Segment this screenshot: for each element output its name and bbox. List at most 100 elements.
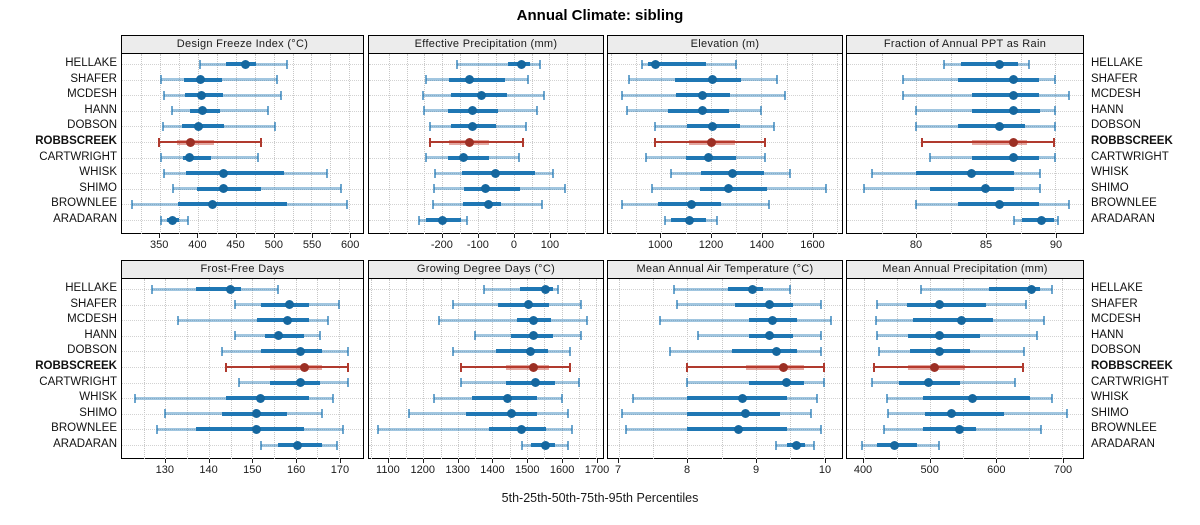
- band-25-75: [913, 318, 993, 323]
- whisker-cap: [823, 362, 826, 372]
- x-axis: 7 8 9 10: [607, 459, 843, 483]
- median-dot: [771, 346, 781, 356]
- tick-mark: [687, 459, 689, 463]
- gridline: [996, 279, 998, 459]
- band-25-75: [699, 186, 767, 191]
- row-guide: [608, 351, 842, 353]
- whisker-cap: [651, 184, 654, 194]
- gridline: [786, 54, 788, 234]
- panel-header: Mean Annual Precipitation (mm): [847, 261, 1083, 279]
- tick-mark: [441, 234, 443, 238]
- gridline: [596, 279, 598, 459]
- tick-label: 1000: [648, 239, 673, 251]
- site-label-hann: HANN: [1091, 328, 1124, 341]
- whisker-cap: [421, 90, 424, 100]
- tick-mark: [549, 234, 551, 238]
- site-label-hellake: HELLAKE: [65, 282, 117, 294]
- whisker-cap: [377, 424, 380, 434]
- whisker-cap: [658, 315, 661, 325]
- median-dot: [995, 59, 1005, 69]
- x-axis: 1000 1200 1400 1600: [607, 234, 843, 258]
- whisker-5-95: [456, 62, 541, 66]
- row-guide: [847, 289, 1083, 290]
- row-guide: [122, 382, 363, 384]
- whisker-cap: [764, 153, 767, 163]
- whisker-cap: [882, 424, 885, 434]
- row-guide: [608, 320, 842, 322]
- band-25-75: [506, 364, 550, 370]
- gridline: [388, 279, 390, 459]
- median-dot: [219, 168, 229, 178]
- gridline: [761, 54, 763, 234]
- band-25-75: [916, 171, 1014, 176]
- tick-mark: [273, 234, 275, 238]
- median-dot: [468, 121, 478, 131]
- site-label-dobson: DOBSON: [1091, 344, 1141, 357]
- panel-header: Design Freeze Index (°C): [122, 36, 363, 54]
- site-label-shafer: SHAFER: [1091, 72, 1138, 85]
- whisker-cap: [340, 184, 343, 194]
- whisker-cap: [161, 121, 164, 131]
- row-guide: [608, 289, 842, 290]
- whisker-cap: [526, 75, 529, 85]
- band-25-75: [265, 333, 305, 338]
- band-25-75: [463, 186, 521, 191]
- site-label-aradaran: ARADARAN: [1091, 213, 1155, 225]
- site-label-mcdesh: MCDESH: [67, 313, 117, 326]
- whisker-5-95: [873, 366, 1023, 368]
- median-dot: [529, 331, 539, 341]
- whisker-cap: [518, 153, 521, 163]
- median-dot: [935, 346, 945, 356]
- band-25-75: [960, 62, 1018, 66]
- tick-label: 400: [853, 464, 873, 476]
- tick-label: 1700: [584, 464, 610, 476]
- whisker-cap: [177, 315, 180, 325]
- gridline: [610, 54, 612, 234]
- band-25-75: [462, 202, 502, 207]
- median-dot: [524, 300, 534, 310]
- whisker-cap: [1054, 121, 1057, 131]
- band-25-75: [495, 349, 548, 354]
- x-axis: -200 -100 0 100: [368, 234, 604, 258]
- whisker-cap: [433, 184, 436, 194]
- whisker-cap: [130, 199, 133, 209]
- whisker-cap: [676, 300, 679, 310]
- panel-plot-area: [369, 279, 603, 459]
- whisker-cap: [830, 315, 833, 325]
- tick-label: 90: [1049, 239, 1063, 251]
- gridline: [406, 54, 408, 234]
- row-guide: [369, 304, 603, 306]
- tick-mark: [761, 234, 763, 238]
- gridline: [477, 54, 479, 234]
- band-25-75: [260, 349, 322, 354]
- gridline: [349, 54, 351, 234]
- site-label-dobson: DOBSON: [1091, 119, 1141, 132]
- whisker-cap: [789, 284, 791, 294]
- tick-label: 0: [510, 239, 517, 251]
- tick-mark: [986, 234, 987, 238]
- x-axis: 130 140 150 160 170: [121, 459, 364, 483]
- panel-header: Elevation (m): [608, 36, 842, 54]
- gridline: [330, 54, 332, 234]
- band-25-75: [178, 202, 288, 207]
- tick-label: 10: [818, 464, 832, 476]
- site-label-whisk: WHISK: [79, 391, 117, 404]
- tick-label: 1200: [410, 464, 435, 476]
- whisker-cap: [819, 346, 822, 356]
- whisker-cap: [819, 424, 822, 434]
- whisker-cap: [466, 215, 469, 225]
- site-label-shafer: SHAFER: [70, 72, 117, 85]
- whisker-cap: [428, 121, 431, 131]
- site-labels-right: HELLAKE SHAFER MCDESH HANN DOBSON ROBBSCREEK C…: [1091, 278, 1200, 458]
- tick-label: 170: [330, 464, 350, 476]
- gridline: [235, 54, 237, 234]
- median-dot: [468, 106, 478, 116]
- site-label-hellake: HELLAKE: [1091, 57, 1143, 69]
- whisker-cap: [862, 184, 865, 194]
- panel-fraction-of-annual-ppt-as-rain: Fraction of Annual PPT as Rain: [846, 35, 1084, 234]
- row-guide: [122, 126, 363, 128]
- median-dot: [531, 378, 541, 388]
- whisker-cap: [1054, 106, 1057, 116]
- band-25-75: [971, 93, 1039, 98]
- whisker-cap: [915, 121, 918, 131]
